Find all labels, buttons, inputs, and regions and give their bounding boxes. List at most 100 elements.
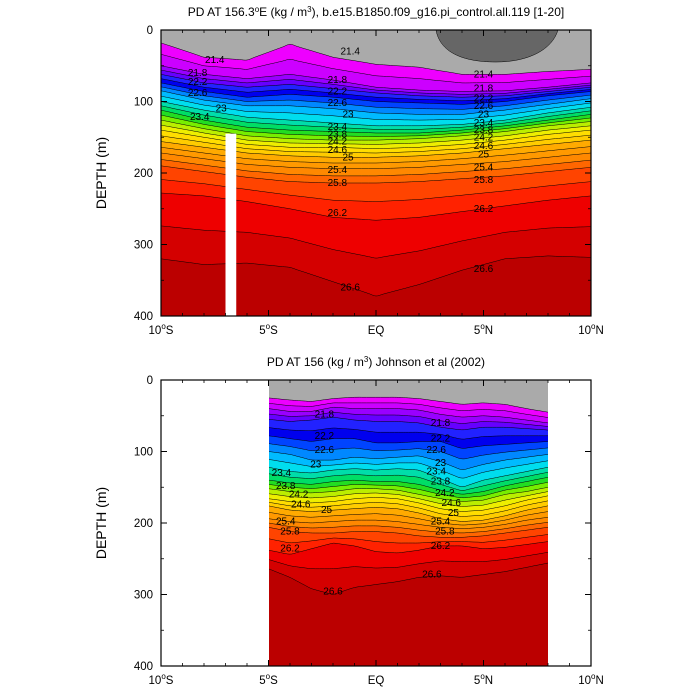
contour-label: 24.6 [474,141,494,152]
contour-label: 23.4 [426,467,446,478]
contour-line [161,109,591,134]
contour-line [269,396,548,413]
contour-line [269,459,548,479]
contour-label: 23 [342,109,354,120]
contour-line [269,476,548,495]
contour-label: 22.2 [315,431,335,442]
contour-line [269,471,548,491]
contour-line [269,522,548,534]
contour-line [269,511,548,526]
contour-line [269,517,548,529]
contour-label: 22.6 [328,98,348,109]
top-panel: PD AT 156.3oE (kg / m3), b.e15.B1850.f09… [93,5,604,337]
contour-line [161,74,591,98]
contour-label: 21.8 [188,68,208,79]
top-plot-area: 21.421.421.421.821.821.822.222.222.222.6… [161,30,591,316]
contour-line [269,495,548,512]
dark-mixed-layer-region [435,30,559,63]
contour-line [269,562,548,595]
bottom-axes: 10oS 5oS EQ 5oN 10oN 0 100 200 300 400 [134,375,604,687]
contour-line [161,42,591,75]
contour-line [269,466,548,487]
contour-label: 22.6 [426,445,446,456]
bottom-y-axis-label: DEPTH (m) [93,487,109,559]
contour-label: 26.6 [474,264,494,275]
contour-line [161,119,591,141]
contour-label: 26.2 [431,541,451,552]
contour-label: 23 [216,104,228,115]
contour-label: 25.4 [276,517,296,528]
top-axes: 10oS 5oS EQ 5oN 10oN 0 100 200 300 400 [134,25,604,337]
x-tick-label: 5oN [474,672,493,687]
contour-label: 26.6 [340,282,360,293]
contour-label: 23.4 [328,122,348,133]
y-tick-label: 300 [134,590,153,602]
contour-label: 26.2 [280,544,300,555]
y-tick-label: 300 [134,240,153,252]
contour-label: 22.2 [474,94,494,105]
contour-label: 21.8 [315,409,335,420]
contour-label: 22.6 [474,101,494,112]
contour-line [269,427,548,440]
contour-label: 25 [342,152,354,163]
contour-line [269,411,548,427]
contour-label: 21.4 [205,55,225,66]
contour-label: 25.4 [328,165,348,176]
contour-label: 24.2 [435,488,455,499]
missing-data-column [225,133,237,316]
y-tick-label: 0 [147,375,153,387]
contour-line [161,101,591,127]
contour-label: 23 [435,458,447,469]
contour-label: 21.8 [431,418,451,429]
x-tick-label: 5oN [474,322,493,337]
y-tick-label: 200 [134,518,153,530]
contour-label: 25.8 [280,527,300,538]
contour-label: 25.4 [474,162,494,173]
contour-line [269,417,548,431]
x-tick-label: EQ [368,325,385,337]
contour-line [269,534,548,544]
contour-label: 25.8 [328,178,348,189]
contour-label: 22.6 [315,445,335,456]
contour-line [269,552,548,570]
contour-line [269,451,548,470]
contour-label: 22.2 [328,86,348,97]
contour-line [269,527,548,538]
contour-line [161,69,591,95]
contour-label: 23.8 [328,129,348,140]
contour-line [269,500,548,517]
x-tick-label: 5oS [259,322,278,337]
contour-label: 22.6 [188,88,208,99]
x-tick-label: 5oS [259,672,278,687]
contour-label: 23.4 [272,468,292,479]
y-tick-label: 0 [147,25,153,37]
bottom-panel: PD AT 156 (kg / m3) Johnson et al (2002)… [93,355,604,687]
contour-line [161,82,591,105]
contour-label: 24.2 [289,489,309,500]
contour-line [161,78,591,102]
x-tick-label: 10oN [578,322,604,337]
contour-line [161,105,591,130]
y-tick-label: 200 [134,168,153,180]
mixed-layer-region [269,380,548,413]
contour-label: 26.6 [422,569,442,580]
contour-line [269,402,548,418]
top-y-axis-label: DEPTH (m) [93,137,109,209]
contour-line [269,541,548,555]
contour-label: 23.4 [474,118,494,129]
contour-label: 23 [478,109,490,120]
contour-label: 24.2 [474,132,494,143]
contour-label: 21.8 [328,75,348,86]
y-tick-label: 400 [134,661,153,673]
contour-line [269,491,548,507]
contour-line [161,114,591,137]
contour-label: 21.4 [340,46,360,57]
contour-label: 23 [310,459,322,470]
contour-label: 24.6 [328,145,348,156]
contour-label: 25.8 [435,527,455,538]
contour-line [161,90,591,115]
contour-label: 25.4 [431,517,451,528]
contour-label: 23.8 [474,125,494,136]
contour-label: 25 [448,508,460,519]
